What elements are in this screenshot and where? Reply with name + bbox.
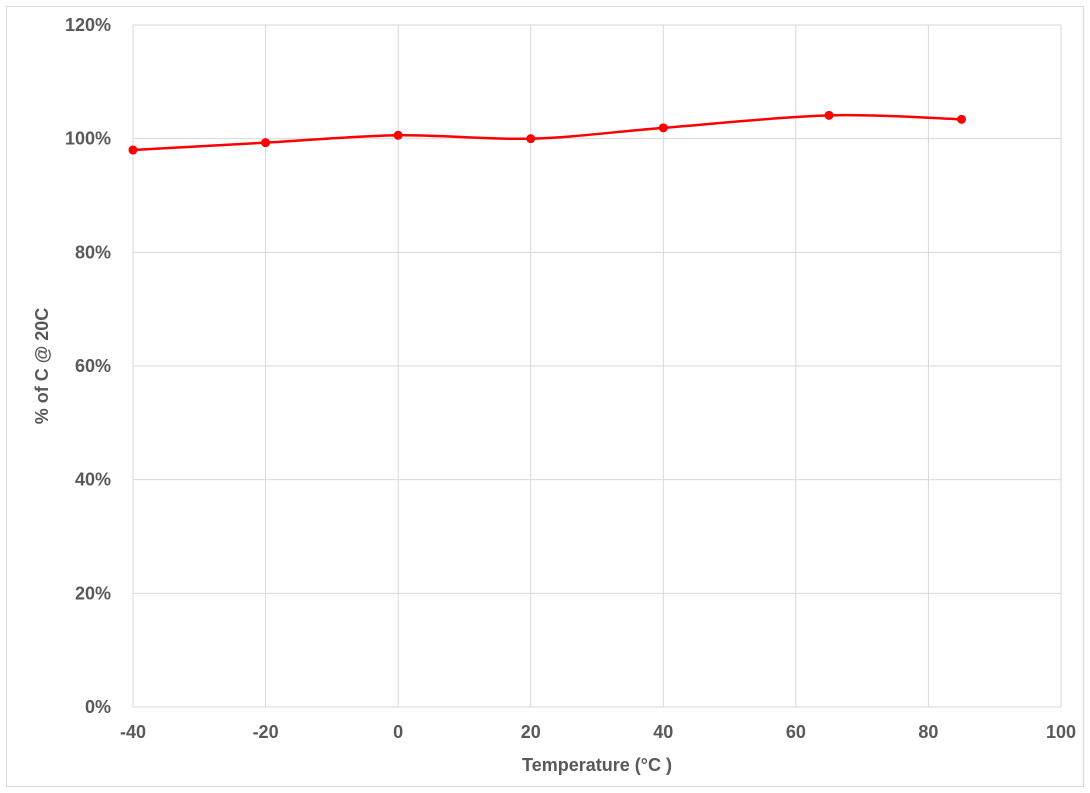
series-line [131,113,963,152]
x-tick-label: 80 [918,722,938,742]
chart-frame [6,6,1084,787]
y-tick-label: 40% [75,470,111,490]
x-tick-label: 100 [1046,722,1076,742]
x-tick-label: 20 [521,722,541,742]
x-tick-label: 0 [393,722,403,742]
series-group [128,110,967,155]
data-point [393,130,403,140]
data-point [957,114,967,124]
data-point [128,145,138,155]
y-tick-label: 60% [75,356,111,376]
grid [132,24,1062,708]
x-tick-label: -40 [120,722,146,742]
y-tick-label: 80% [75,242,111,262]
x-axis-ticks: -40 -20 0 20 40 60 80 100 [120,722,1076,742]
data-point [526,134,536,144]
data-point [658,123,668,133]
y-axis-ticks: 0% 20% 40% 60% 80% 100% 120% [65,15,111,717]
y-tick-label: 0% [85,697,111,717]
y-tick-label: 20% [75,583,111,603]
y-axis-title: % of C @ 20C [32,308,52,425]
data-point [261,138,271,148]
x-tick-label: 60 [786,722,806,742]
y-tick-label: 120% [65,15,111,35]
y-tick-label: 100% [65,129,111,149]
data-point [824,110,834,120]
x-axis-title: Temperature (°C ) [522,755,672,775]
x-tick-label: 40 [653,722,673,742]
x-tick-label: -20 [253,722,279,742]
